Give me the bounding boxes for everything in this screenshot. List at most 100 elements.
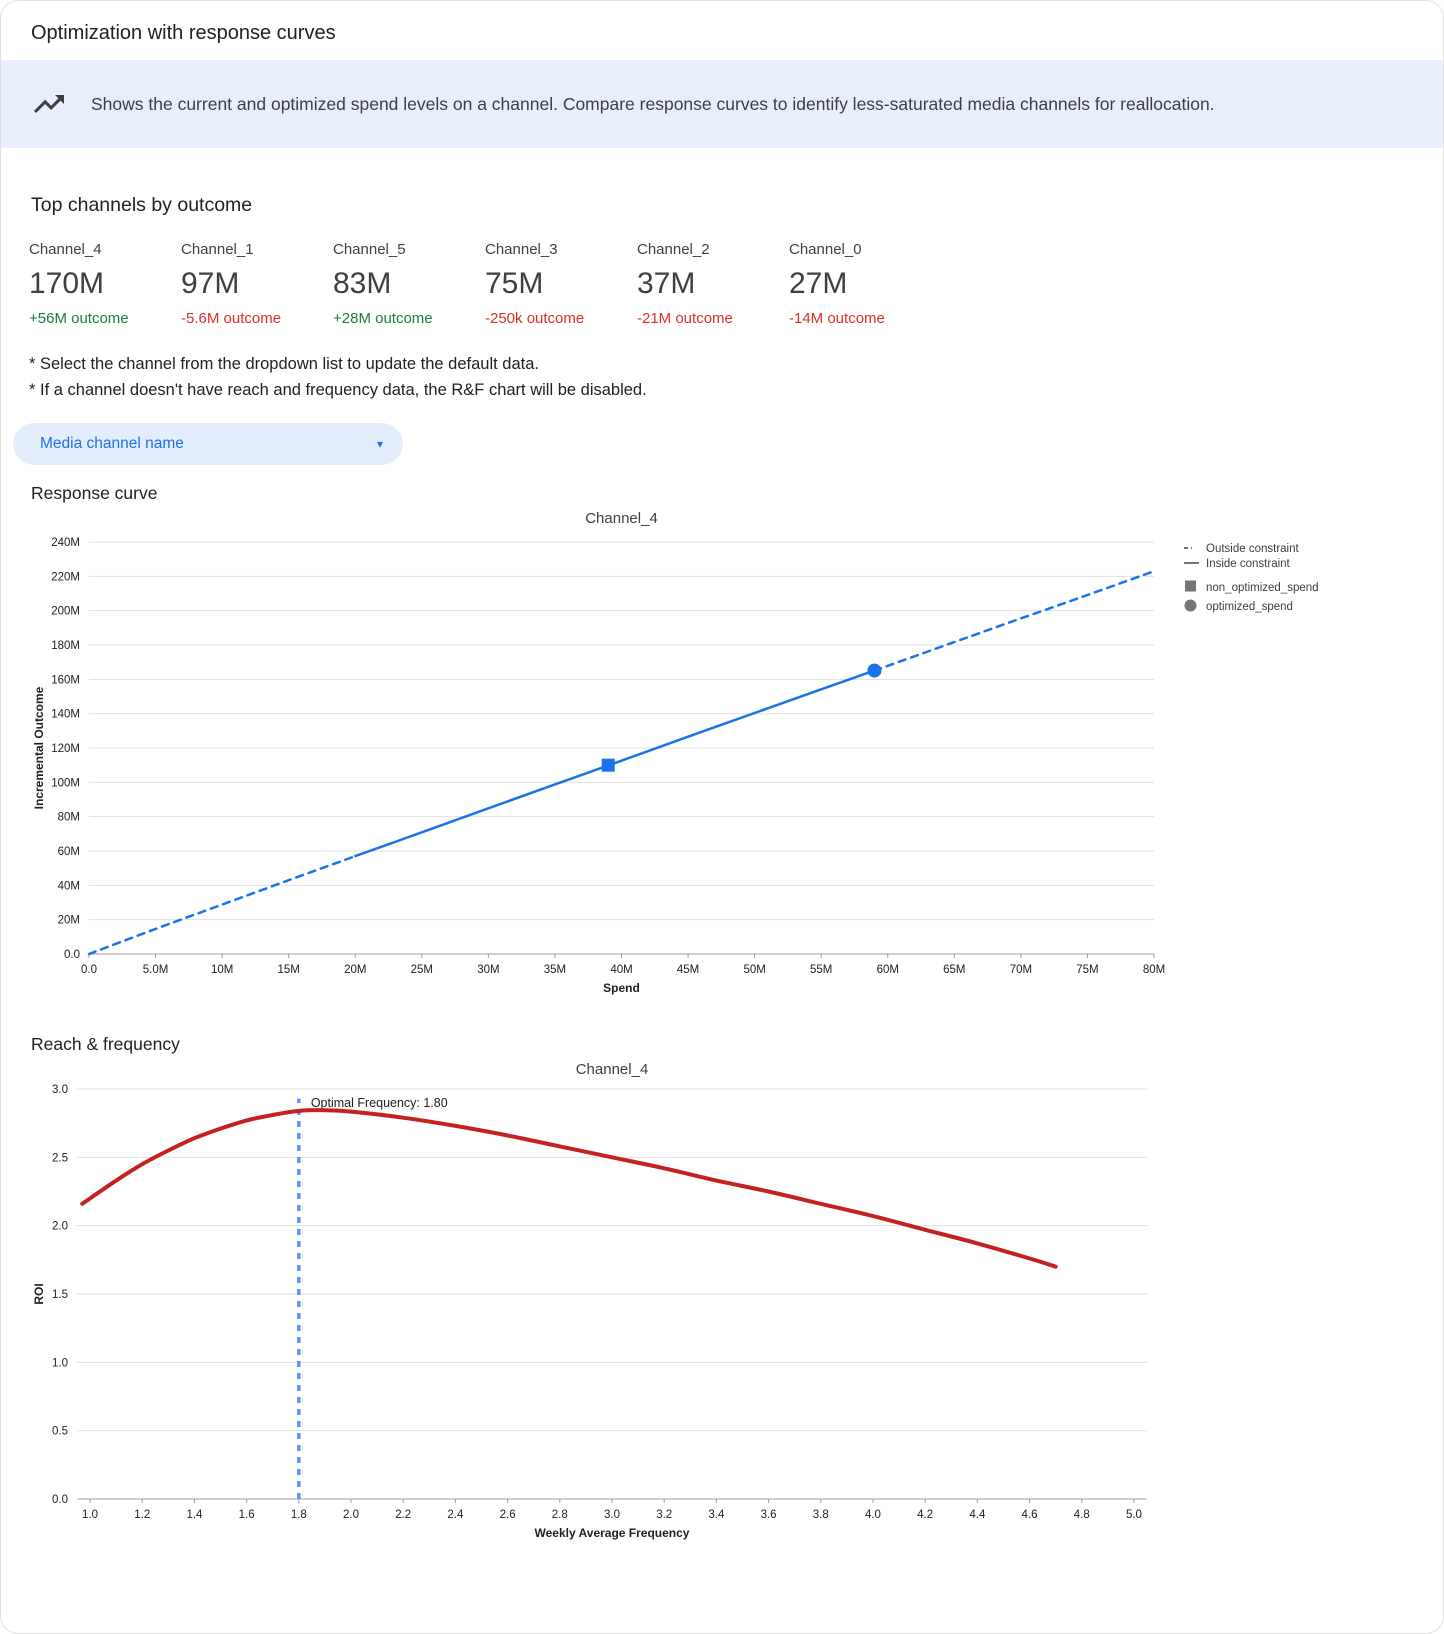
svg-text:Channel_4: Channel_4	[576, 1061, 649, 1078]
svg-text:3.4: 3.4	[708, 1509, 725, 1521]
channel-card: Channel_0 27M -14M outcome	[789, 241, 941, 327]
channel-value: 97M	[181, 267, 240, 300]
channel-name: Channel_2	[637, 241, 710, 258]
svg-text:non_optimized_spend: non_optimized_spend	[1206, 582, 1319, 594]
page-title: Optimization with response curves	[31, 22, 336, 44]
svg-text:80M: 80M	[1143, 964, 1165, 976]
channel-delta: -14M outcome	[789, 310, 885, 327]
svg-text:1.5: 1.5	[52, 1289, 68, 1301]
svg-text:Inside constraint: Inside constraint	[1206, 558, 1291, 570]
svg-text:35M: 35M	[544, 964, 566, 976]
svg-text:3.0: 3.0	[604, 1509, 620, 1521]
channel-card: Channel_3 75M -250k outcome	[485, 241, 637, 327]
svg-text:4.6: 4.6	[1022, 1509, 1038, 1521]
svg-text:3.8: 3.8	[813, 1509, 829, 1521]
channel-name: Channel_5	[333, 241, 406, 258]
media-channel-dropdown-label: Media channel name	[40, 434, 184, 452]
svg-text:220M: 220M	[51, 571, 80, 583]
reach-frequency-chart: Channel_4 0.0 0.5 1.0 1.5 2.0 2.5 3.0 1.0 1.2 1.4 1…	[29, 1059, 1415, 1553]
channel-delta: +28M outcome	[333, 310, 433, 327]
svg-text:180M: 180M	[51, 640, 80, 652]
channel-name: Channel_1	[181, 241, 254, 258]
svg-text:140M: 140M	[51, 709, 80, 721]
channel-card: Channel_2 37M -21M outcome	[637, 241, 789, 327]
svg-text:5.0M: 5.0M	[143, 964, 169, 976]
svg-text:15M: 15M	[278, 964, 300, 976]
svg-text:Spend: Spend	[603, 981, 640, 995]
channel-delta: -21M outcome	[637, 310, 733, 327]
svg-text:Optimal Frequency: 1.80: Optimal Frequency: 1.80	[311, 1096, 448, 1110]
channel-value: 170M	[29, 267, 105, 300]
svg-text:4.8: 4.8	[1074, 1509, 1090, 1521]
svg-text:70M: 70M	[1010, 964, 1032, 976]
svg-text:2.5: 2.5	[52, 1152, 68, 1164]
svg-text:3.6: 3.6	[761, 1509, 777, 1521]
svg-text:1.0: 1.0	[82, 1509, 98, 1521]
svg-text:75M: 75M	[1076, 964, 1098, 976]
svg-text:160M: 160M	[51, 674, 80, 686]
svg-text:5.0: 5.0	[1126, 1509, 1142, 1521]
note-dropdown: * Select the channel from the dropdown l…	[29, 355, 540, 373]
chevron-down-icon: ▾	[376, 436, 383, 451]
svg-text:4.4: 4.4	[969, 1509, 986, 1521]
svg-text:45M: 45M	[677, 964, 699, 976]
svg-text:1.8: 1.8	[291, 1509, 307, 1521]
channel-card: Channel_1 97M -5.6M outcome	[181, 241, 333, 327]
note-rf: * If a channel doesn't have reach and fr…	[29, 381, 647, 400]
svg-text:60M: 60M	[58, 846, 80, 858]
svg-text:40M: 40M	[58, 880, 80, 892]
svg-text:0.0: 0.0	[52, 1494, 68, 1506]
trending-up-icon	[31, 86, 67, 122]
top-channels-row: Channel_4 170M +56M outcome Channel_1 97…	[29, 241, 1415, 327]
svg-text:ROI: ROI	[32, 1283, 46, 1304]
svg-text:240M: 240M	[51, 537, 80, 549]
svg-text:50M: 50M	[743, 964, 765, 976]
svg-text:Weekly Average Frequency: Weekly Average Frequency	[535, 1526, 690, 1540]
svg-text:2.8: 2.8	[552, 1509, 568, 1521]
svg-text:0.0: 0.0	[64, 949, 80, 961]
svg-text:4.0: 4.0	[865, 1509, 881, 1521]
svg-text:1.4: 1.4	[186, 1509, 203, 1521]
svg-text:Outside constraint: Outside constraint	[1206, 543, 1299, 555]
svg-text:0.5: 0.5	[52, 1426, 68, 1438]
page-header: Optimization with response curves	[1, 1, 1443, 60]
channel-delta: -250k outcome	[485, 310, 585, 327]
channel-value: 75M	[485, 267, 544, 300]
main-content: Top channels by outcome Channel_4 170M +…	[1, 194, 1443, 1633]
svg-text:60M: 60M	[877, 964, 899, 976]
channel-value: 83M	[333, 267, 392, 300]
info-banner: Shows the current and optimized spend le…	[1, 60, 1443, 148]
svg-text:2.4: 2.4	[447, 1509, 464, 1521]
svg-text:100M: 100M	[51, 777, 80, 789]
svg-text:40M: 40M	[610, 964, 632, 976]
svg-text:65M: 65M	[943, 964, 965, 976]
channel-value: 37M	[637, 267, 696, 300]
banner-text: Shows the current and optimized spend le…	[91, 93, 1215, 114]
svg-text:25M: 25M	[411, 964, 433, 976]
svg-text:10M: 10M	[211, 964, 233, 976]
svg-text:3.2: 3.2	[656, 1509, 672, 1521]
svg-text:20M: 20M	[344, 964, 366, 976]
svg-text:200M: 200M	[51, 606, 80, 618]
svg-text:4.2: 4.2	[917, 1509, 933, 1521]
channel-card: Channel_4 170M +56M outcome	[29, 241, 181, 327]
channel-name: Channel_0	[789, 241, 862, 258]
channel-card: Channel_5 83M +28M outcome	[333, 241, 485, 327]
channel-name: Channel_3	[485, 241, 558, 258]
svg-text:1.2: 1.2	[134, 1509, 150, 1521]
channel-delta: +56M outcome	[29, 310, 129, 327]
svg-text:3.0: 3.0	[52, 1084, 68, 1096]
svg-text:0.0: 0.0	[81, 964, 97, 976]
svg-text:2.6: 2.6	[500, 1509, 516, 1521]
channel-delta: -5.6M outcome	[181, 310, 282, 327]
media-channel-dropdown[interactable]: Media channel name ▾	[13, 422, 403, 465]
channel-name: Channel_4	[29, 241, 102, 258]
svg-text:optimized_spend: optimized_spend	[1206, 601, 1293, 613]
response-curve-heading: Response curve	[31, 482, 158, 503]
top-channels-title: Top channels by outcome	[31, 194, 253, 216]
svg-text:2.2: 2.2	[395, 1509, 411, 1521]
svg-text:Channel_4: Channel_4	[585, 510, 658, 527]
svg-text:2.0: 2.0	[52, 1221, 68, 1233]
svg-text:Incremental Outcome: Incremental Outcome	[32, 686, 46, 809]
svg-text:55M: 55M	[810, 964, 832, 976]
